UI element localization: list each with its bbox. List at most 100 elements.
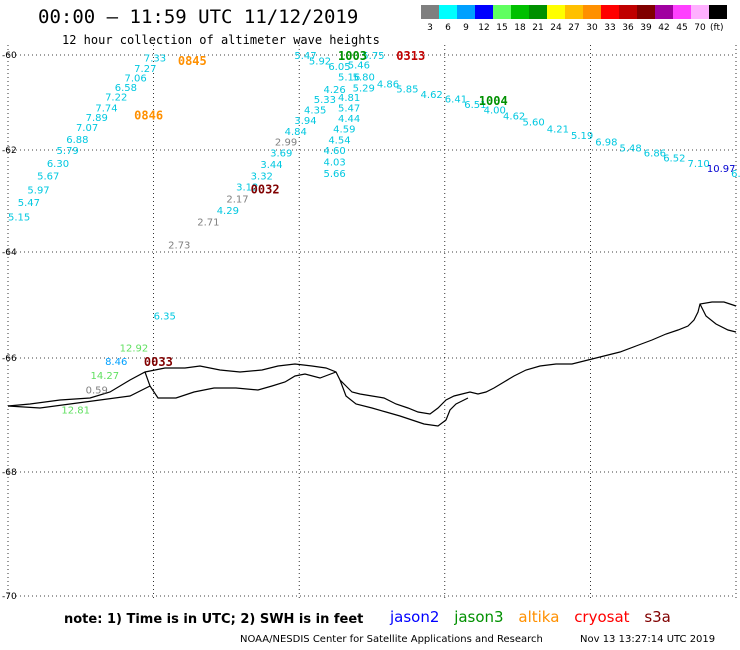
scale-swatch <box>637 5 655 19</box>
wave-height-value: 12.81 <box>61 405 90 416</box>
wave-height-value: 6.98 <box>595 137 617 148</box>
scale-unit: (ft) <box>710 23 724 33</box>
map-title: 00:00 – 11:59 UTC 11/12/2019 <box>38 6 359 28</box>
wave-height-value: 6.41 <box>445 95 467 106</box>
scale-swatch <box>655 5 673 19</box>
satellite-legend: jason2 jason3 altika cryosat s3a <box>390 608 681 626</box>
scale-label: 33 <box>604 23 616 33</box>
scale-swatch <box>673 5 691 19</box>
wave-height-value: 12.92 <box>120 343 149 354</box>
scale-label: 6 <box>445 23 451 33</box>
wave-height-value: 5.79 <box>57 146 79 157</box>
wave-height-value: 5.33 <box>314 95 336 106</box>
pass-time-label: 1003 <box>338 49 367 63</box>
wave-height-value: 4.03 <box>323 158 345 169</box>
latitude-label: -70 <box>2 592 17 602</box>
antarctic-coastline <box>7 301 737 415</box>
scale-label: 3 <box>427 23 433 33</box>
scale-label: 21 <box>532 23 544 33</box>
wave-height-value: 2.71 <box>197 217 219 228</box>
pass-time-label: 0845 <box>178 54 207 68</box>
coastline-inlet <box>144 371 337 399</box>
wave-height-value: 4.81 <box>338 93 360 104</box>
pass-time-label: 1004 <box>479 94 508 108</box>
graticule <box>7 45 737 600</box>
legend-cryosat: cryosat <box>574 608 630 626</box>
legend-jason2: jason2 <box>390 608 440 626</box>
wave-height-value: 4.62 <box>503 111 525 122</box>
wave-height-value: 2.17 <box>226 194 248 205</box>
pass-time-labels: 0845 0846 1003 0313 1004 0032 0033 <box>134 49 507 369</box>
wave-height-value: 3.94 <box>294 116 316 127</box>
pass-time-label: 0846 <box>134 108 163 122</box>
wave-height-value: 5.92 <box>309 57 331 68</box>
wave-height-value: 7.07 <box>76 123 98 134</box>
wave-height-value: 0.59 <box>86 385 108 396</box>
latitude-label: -64 <box>2 248 17 258</box>
wave-height-value: 6.86 <box>644 149 666 160</box>
wave-height-value: 5.15 <box>8 212 30 223</box>
wave-height-value: 5.46 <box>348 61 370 72</box>
footer-note: note: 1) Time is in UTC; 2) SWH is in fe… <box>64 612 364 627</box>
wave-height-observations: 7.337.277.066.587.227.747.897.076.885.79… <box>8 51 740 416</box>
scale-swatch <box>619 5 637 19</box>
wave-height-value: 3.69 <box>270 149 292 160</box>
coastline-ice-shelf <box>339 379 469 427</box>
scale-swatch <box>475 5 493 19</box>
wave-height-value: 6.05 <box>328 62 350 73</box>
pass-time-label: 0033 <box>144 355 173 369</box>
wave-height-value: 5.47 <box>338 103 360 114</box>
wave-height-value: 4.21 <box>547 125 569 136</box>
scale-swatch <box>439 5 457 19</box>
legend-altika: altika <box>518 608 560 626</box>
wave-height-value: 4.54 <box>328 136 350 147</box>
altimeter-map: -60-62-64-66-68-70120123126129132135 7.3… <box>2 45 740 602</box>
legend-jason3: jason3 <box>454 608 504 626</box>
wave-height-value: 7.22 <box>105 92 127 103</box>
map-subtitle: 12 hour collection of altimeter wave hei… <box>62 33 380 47</box>
wave-height-value: 6.35 <box>154 312 176 323</box>
scale-swatch <box>691 5 709 19</box>
scale-swatch <box>529 5 547 19</box>
scale-label: 39 <box>640 23 652 33</box>
pass-time-label: 0313 <box>396 49 425 63</box>
pass-time-label: 0032 <box>251 182 280 196</box>
scale-swatch <box>547 5 565 19</box>
generation-timestamp: Nov 13 13:27:14 UTC 2019 <box>580 634 716 645</box>
wave-height-value: 5.66 <box>323 169 345 180</box>
scale-label: 15 <box>496 23 508 33</box>
wave-height-value: 5.75 <box>362 51 384 62</box>
wave-height-value: 6.51 <box>464 100 486 111</box>
wave-height-value: 7.06 <box>124 73 146 84</box>
wave-height-value: 4.59 <box>333 125 355 136</box>
wave-height-value: 4.35 <box>304 106 326 117</box>
scale-label: 45 <box>676 23 688 33</box>
axis-tick-labels: -60-62-64-66-68-70120123126129132135 <box>2 51 17 602</box>
wave-height-value: 5.60 <box>522 118 544 129</box>
wave-height-value: 5.29 <box>353 83 375 94</box>
wave-height-value: 7.27 <box>134 64 156 75</box>
scale-label: 9 <box>463 23 469 33</box>
wave-height-value: 5.48 <box>620 144 642 155</box>
wave-height-value: 4.86 <box>377 80 399 91</box>
scale-swatch <box>511 5 529 19</box>
wave-height-value: 7.33 <box>144 53 166 64</box>
wave-height-value: 5.16 <box>338 72 360 83</box>
scale-label: 24 <box>550 23 562 33</box>
wave-height-value: 4.62 <box>421 90 443 101</box>
scale-swatch <box>583 5 601 19</box>
wave-height-value: 5.19 <box>571 131 593 142</box>
coastline-east-shelf <box>699 303 737 333</box>
wave-height-value: 7.74 <box>95 103 117 114</box>
wave-height-value: 7.10 <box>687 159 709 170</box>
scale-label: 27 <box>568 23 580 33</box>
wave-height-value: 5.97 <box>27 185 49 196</box>
scale-label: 12 <box>478 23 490 33</box>
wave-height-value: 6.52 <box>663 154 685 165</box>
wave-height-value: 5.80 <box>353 72 375 83</box>
scale-label: 36 <box>622 23 634 33</box>
scale-label: 42 <box>658 23 670 33</box>
scale-swatch <box>709 5 727 19</box>
wave-height-value: 7.89 <box>86 113 108 124</box>
wave-height-value: 10.97 <box>707 164 736 175</box>
